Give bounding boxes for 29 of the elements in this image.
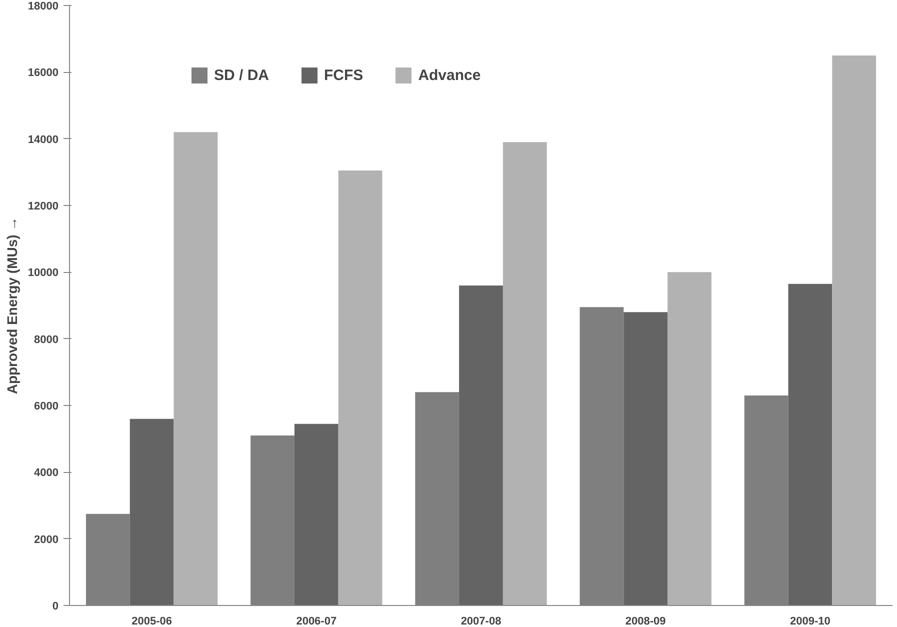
bar — [788, 284, 832, 606]
y-tick-label: 16000 — [28, 67, 59, 80]
y-tick-label: 12000 — [28, 200, 59, 212]
bar — [502, 142, 547, 606]
bar — [624, 312, 668, 606]
bar — [294, 424, 338, 606]
y-tick-label: 4000 — [34, 467, 59, 480]
legend-label: FCFS — [324, 66, 364, 84]
y-tick-label: 8000 — [34, 334, 59, 346]
x-tick-label: 2009-10 — [790, 616, 830, 627]
y-tick-label: 14000 — [28, 134, 59, 146]
y-tick-label: 18000 — [28, 0, 59, 12]
bar — [130, 418, 174, 606]
bar — [832, 56, 876, 606]
bar — [668, 272, 712, 606]
bar — [174, 132, 218, 606]
y-axis-title: Approved Energy (MUs) → — [4, 216, 20, 394]
y-tick-label: 2000 — [34, 534, 59, 546]
bar — [459, 286, 503, 606]
x-tick-label: 2008-09 — [625, 616, 666, 627]
bar — [338, 170, 382, 606]
legend-label: SD / DA — [214, 66, 270, 84]
x-tick-label: 2005-06 — [132, 616, 172, 627]
y-tick-label: 6000 — [34, 400, 59, 412]
y-tick-label: 10000 — [28, 267, 59, 280]
y-tick-label: 0 — [52, 600, 59, 612]
legend-label: Advance — [418, 66, 481, 84]
x-tick-label: 2007-08 — [460, 616, 502, 627]
x-tick-label: 2006-07 — [296, 616, 337, 627]
